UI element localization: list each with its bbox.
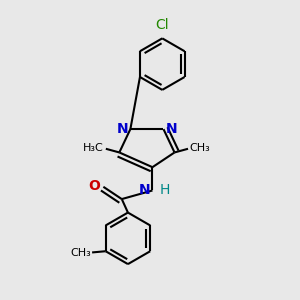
Text: O: O	[88, 178, 100, 193]
Text: H: H	[159, 184, 170, 197]
Text: N: N	[116, 122, 128, 136]
Text: N: N	[139, 184, 151, 197]
Text: H₃C: H₃C	[82, 143, 103, 153]
Text: N: N	[166, 122, 178, 136]
Text: Cl: Cl	[155, 18, 169, 32]
Text: CH₃: CH₃	[189, 143, 210, 153]
Text: CH₃: CH₃	[70, 248, 91, 258]
